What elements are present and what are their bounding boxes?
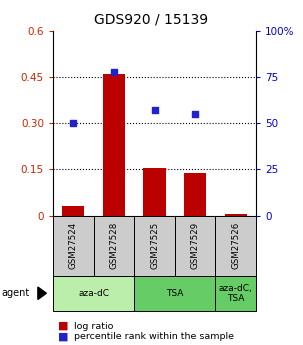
Point: [193, 111, 198, 117]
Text: aza-dC: aza-dC: [78, 289, 109, 298]
Polygon shape: [38, 287, 46, 299]
Text: TSA: TSA: [166, 289, 184, 298]
Text: GSM27528: GSM27528: [109, 222, 118, 269]
Bar: [225, 214, 247, 216]
Point: [152, 108, 157, 113]
Text: percentile rank within the sample: percentile rank within the sample: [74, 332, 234, 341]
Bar: [143, 168, 166, 216]
Text: agent: agent: [2, 288, 30, 298]
Point: [112, 69, 116, 75]
Bar: [103, 74, 125, 216]
Bar: [62, 206, 85, 216]
Text: GSM27529: GSM27529: [191, 222, 200, 269]
Text: ■: ■: [58, 332, 68, 341]
Text: ■: ■: [58, 321, 68, 331]
Point: [71, 121, 76, 126]
Text: log ratio: log ratio: [74, 322, 114, 331]
Bar: [184, 172, 206, 216]
Text: GSM27526: GSM27526: [231, 222, 240, 269]
Text: GSM27524: GSM27524: [69, 222, 78, 269]
Text: aza-dC,
TSA: aza-dC, TSA: [219, 284, 253, 303]
Text: GDS920 / 15139: GDS920 / 15139: [95, 12, 208, 26]
Text: GSM27525: GSM27525: [150, 222, 159, 269]
